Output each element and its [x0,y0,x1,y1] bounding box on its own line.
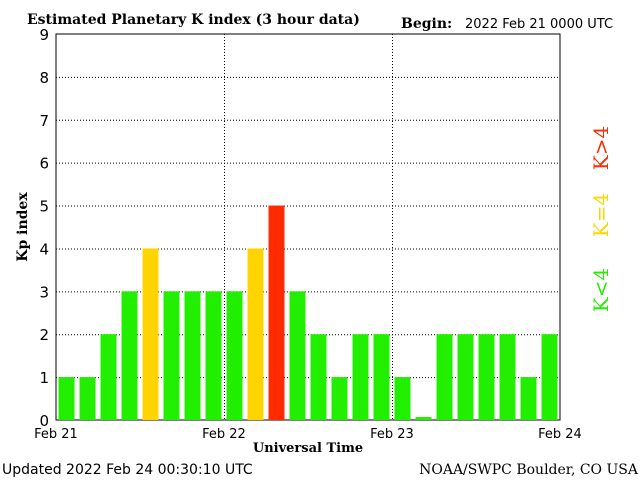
bars [58,205,558,420]
begin-value: 2022 Feb 21 0000 UTC [465,17,613,32]
kp-bar [289,291,306,420]
y-axis-label: Kp index [15,192,31,262]
kp-bar [457,334,474,420]
kp-bar [268,205,285,420]
kp-bar [541,334,558,420]
x-axis-label: Universal Time [253,441,363,456]
kp-bar [58,377,75,420]
y-tick-labels: 0 1 2 3 4 5 6 7 8 9 [39,26,49,430]
kp-bar [205,291,222,420]
kp-bar [226,291,243,420]
x-tick-label: Feb 24 [538,427,582,442]
y-tick-label: 5 [39,198,49,216]
kp-bar [100,334,117,420]
x-tick-label: Feb 23 [370,427,414,442]
y-tick-label: 0 [39,412,49,430]
kp-bar [247,248,264,420]
y-tick-label: 1 [39,369,49,387]
begin-label: Begin: [401,16,452,32]
y-tick-label: 3 [39,283,49,301]
kp-bar [79,377,96,420]
y-tick-label: 2 [39,326,49,344]
credit-text: NOAA/SWPC Boulder, CO USA [419,462,639,478]
x-tick-labels: Feb 21 Feb 22 Feb 23 Feb 24 [34,427,582,442]
kp-bar [184,291,201,420]
kp-bar [142,248,159,420]
kp-bar [373,334,390,420]
kp-bar [436,334,453,420]
kp-bar [121,291,138,420]
kp-bar [499,334,516,420]
kp-bar [331,377,348,420]
kp-bar [352,334,369,420]
y-tick-label: 7 [39,112,49,130]
kp-bar [520,377,537,420]
legend-above4: K>4 [589,126,613,170]
kp-bar [163,291,180,420]
y-tick-label: 8 [39,69,49,87]
kp-bar [310,334,327,420]
kp-bar [415,416,432,420]
y-tick-label: 4 [39,240,49,258]
legend-equal4: K=4 [589,193,613,237]
y-tick-label: 9 [39,26,49,44]
y-tick-label: 6 [39,155,49,173]
x-tick-label: Feb 21 [34,427,78,442]
legend-below4: K<4 [589,268,613,312]
grid-lines [56,34,560,420]
kp-bar [478,334,495,420]
chart-title: Estimated Planetary K index (3 hour data… [27,12,360,28]
updated-text: Updated 2022 Feb 24 00:30:10 UTC [2,462,253,478]
x-tick-label: Feb 22 [202,427,246,442]
kp-bar [394,377,411,420]
plot-area [55,33,561,421]
